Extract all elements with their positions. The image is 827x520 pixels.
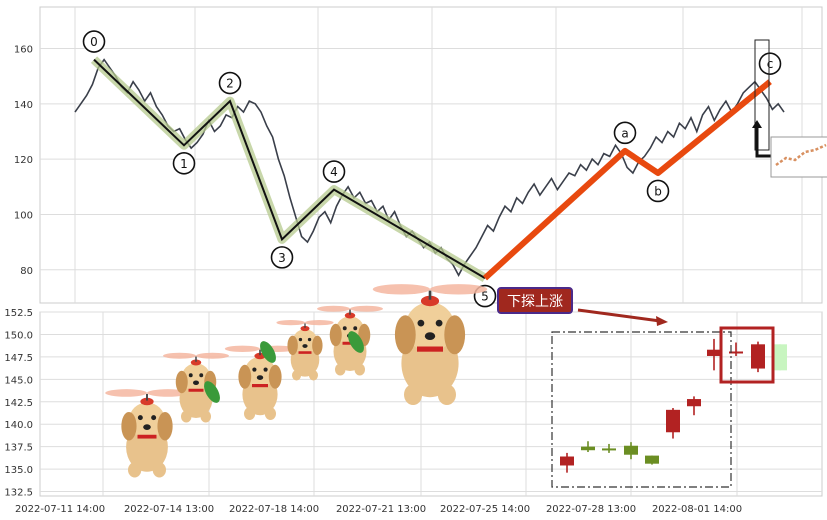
- bottom-y-tick-label: 142.5: [4, 398, 33, 409]
- annotation-arrow-line: [577, 308, 661, 323]
- candle-body: [707, 349, 721, 356]
- bottom-y-tick-label: 135.0: [4, 465, 33, 476]
- top-y-tick-label: 100: [14, 210, 33, 221]
- candle: [707, 338, 721, 371]
- dog-helicopter-decoration: [105, 284, 488, 478]
- propeller-leaf-icon: [348, 331, 364, 353]
- candle-body: [751, 344, 765, 369]
- x-tick-label: 2022-08-01 14:00: [652, 504, 742, 515]
- candle: [729, 342, 743, 356]
- wave-marker-circle: [172, 152, 196, 175]
- annotation-text: 下探上涨: [507, 294, 563, 310]
- wave-marker-label: 2: [226, 77, 234, 91]
- candle-body: [645, 455, 659, 464]
- wave-marker-label: a: [621, 126, 628, 140]
- wave-marker-label: c: [767, 57, 774, 71]
- bottom-y-tick-label: 152.5: [4, 308, 33, 319]
- correction-wave-line: [482, 79, 772, 281]
- candle-body: [581, 446, 595, 451]
- wave-marker-circle: [613, 121, 637, 145]
- candle-body: [666, 409, 680, 433]
- candle: [773, 344, 787, 371]
- wave-marker-4: 4: [322, 160, 346, 183]
- pattern-box-dashdot: [551, 331, 732, 488]
- propeller-leaf-icon: [204, 381, 220, 403]
- annotation-arrow-head: [656, 316, 668, 326]
- zoom-arrow-head: [752, 120, 762, 128]
- top-panel-frame: [39, 6, 823, 304]
- x-tick-label: 2022-07-28 13:00: [546, 504, 636, 515]
- x-tick-label: 2022-07-11 14:00: [15, 504, 105, 515]
- candle-body: [602, 448, 616, 451]
- wave-marker-1: 1: [172, 152, 196, 175]
- wave-marker-circle: [758, 52, 782, 75]
- bottom-y-tick-label: 137.5: [4, 443, 33, 454]
- wave-marker-label: 0: [90, 35, 98, 49]
- wave-marker-label: 4: [330, 165, 338, 179]
- bottom-y-tick-label: 132.5: [4, 488, 33, 499]
- candle-body: [729, 351, 743, 354]
- wave-marker-circle: [82, 30, 106, 53]
- top-y-tick-label: 160: [14, 44, 33, 55]
- candle: [645, 455, 659, 465]
- candle-body: [687, 399, 701, 407]
- candle-body: [773, 344, 787, 371]
- candle-body: [560, 456, 574, 466]
- x-tick-label: 2022-07-21 13:00: [336, 504, 426, 515]
- bottom-y-tick-label: 145.0: [4, 375, 33, 386]
- candle: [751, 341, 765, 373]
- wave-marker-circle: [218, 71, 242, 95]
- top-y-tick-label: 120: [14, 155, 33, 166]
- x-tick-label: 2022-07-25 14:00: [440, 504, 530, 515]
- propeller-leaf-icon: [260, 341, 276, 363]
- bottom-y-tick-label: 140.0: [4, 420, 33, 431]
- wave-marker-circle: [270, 246, 294, 269]
- wave-marker-label: 3: [278, 251, 286, 265]
- candle: [602, 443, 616, 453]
- candle: [666, 408, 680, 439]
- wave-marker-label: 1: [180, 157, 188, 171]
- inset-thumbnail-sparkline: [775, 143, 827, 167]
- wave-marker-circle: [646, 179, 670, 203]
- wave-marker-circle: [322, 160, 346, 183]
- candle: [624, 442, 638, 460]
- top-y-tick-label: 140: [14, 100, 33, 111]
- wave-marker-label: 5: [481, 290, 489, 304]
- zoom-box-outline: [754, 39, 770, 151]
- zoom-arrow-line: [755, 124, 771, 158]
- x-tick-label: 2022-07-18 14:00: [229, 504, 319, 515]
- wave-marker-0: 0: [82, 30, 106, 53]
- bottom-y-tick-label: 150.0: [4, 330, 33, 341]
- highlight-box: [719, 326, 775, 384]
- candle: [687, 396, 701, 416]
- annotation-box-bg: [497, 287, 573, 314]
- top-y-tick-label: 80: [20, 266, 33, 277]
- wave-marker-label: b: [654, 184, 662, 198]
- candle: [581, 441, 595, 453]
- wave-marker-b: b: [646, 179, 670, 203]
- impulse-wave-line: [93, 58, 486, 279]
- bottom-y-tick-label: 147.5: [4, 353, 33, 364]
- candle-body: [624, 445, 638, 455]
- wave-marker-a: a: [613, 121, 637, 145]
- x-tick-label: 2022-07-14 13:00: [124, 504, 214, 515]
- wave-marker-c: c: [758, 52, 782, 75]
- candle: [560, 452, 574, 473]
- wave-marker-2: 2: [218, 71, 242, 95]
- annotation-box: 下探上涨: [497, 287, 573, 314]
- wave-marker-3: 3: [270, 246, 294, 269]
